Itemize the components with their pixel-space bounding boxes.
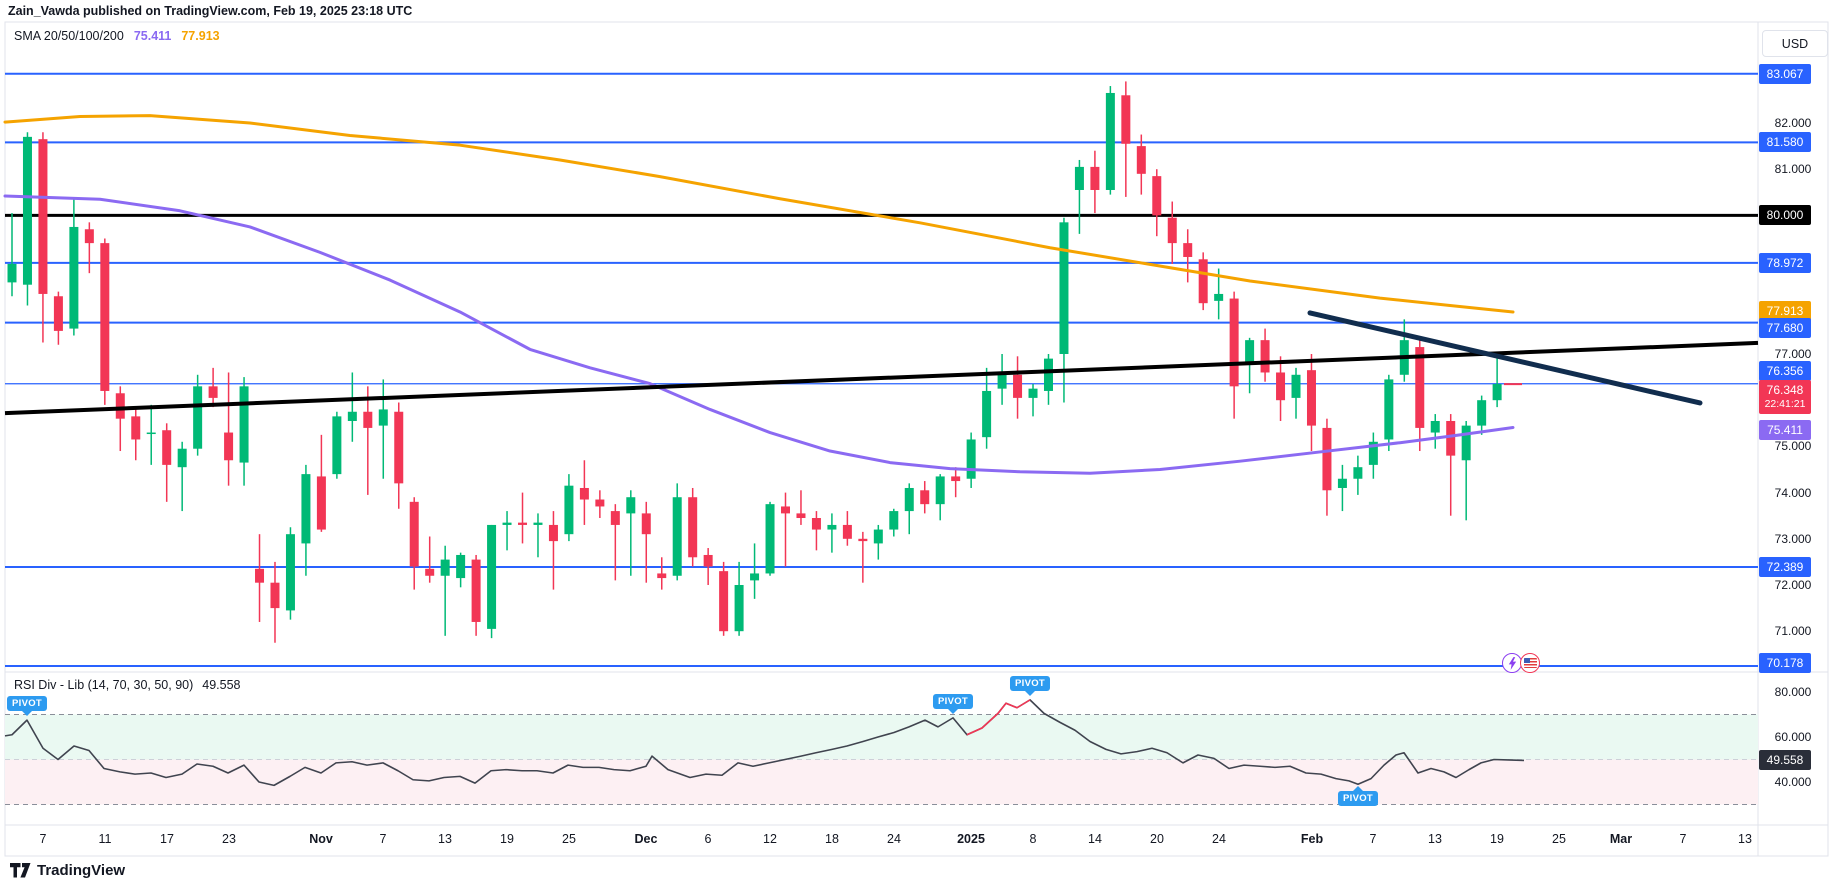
time-axis-label: 7 (1369, 832, 1377, 846)
price-badge-70.178: 70.178 (1759, 653, 1811, 673)
price-badge-75.411: 75.411 (1759, 420, 1811, 440)
lightning-bolt-icon (1508, 656, 1516, 670)
time-axis-label: 7 (1679, 832, 1687, 846)
time-axis-label: 6 (704, 832, 712, 846)
time-axis-label: 24 (887, 832, 901, 846)
time-axis-label: Mar (1609, 832, 1633, 846)
price-axis-label: 71.000 (1774, 624, 1812, 639)
time-axis-label: 20 (1150, 832, 1164, 846)
indicator-legend[interactable]: SMA 20/50/100/200 75.411 77.913 (14, 29, 220, 43)
rsi-title-label: RSI Div - Lib (14, 70, 30, 50, 90) (14, 678, 194, 692)
price-badge-76.356: 76.356 (1759, 361, 1811, 381)
rsi-pivot-badge: PIVOT (932, 693, 974, 714)
rsi-line (4, 699, 1525, 787)
sma-orange-value: 77.913 (181, 29, 220, 43)
time-axis-label: 17 (160, 832, 174, 846)
candles (7, 81, 1502, 643)
rsi-axis-label: 80.000 (1774, 685, 1812, 699)
time-axis-label: 12 (763, 832, 777, 846)
time-axis-label: 23 (222, 832, 236, 846)
time-axis-label: 14 (1088, 832, 1102, 846)
currency-toggle-button[interactable]: USD (1762, 30, 1828, 57)
tradingview-logo[interactable]: TradingView (10, 862, 125, 879)
sma-legend-label: SMA 20/50/100/200 (14, 29, 124, 43)
idea-us-flag-icon[interactable] (1520, 653, 1540, 673)
widget-border (4, 21, 1829, 857)
rsi-lower-zone (5, 759, 1758, 805)
tradingview-logo-icon (10, 863, 31, 878)
rsi-value: 49.558 (202, 678, 241, 692)
time-axis-label: 2025 (957, 832, 985, 846)
price-axis-label: 74.000 (1774, 485, 1812, 500)
time-axis-label: 13 (1738, 832, 1752, 846)
price-badge-76.348: 76.348 22:41:21 (1759, 380, 1811, 414)
time-axis-label: 24 (1212, 832, 1226, 846)
rsi-pivot-badge: PIVOT (1337, 786, 1379, 807)
time-axis-label: 13 (438, 832, 452, 846)
sma-purple-value: 75.411 (133, 29, 172, 43)
price-badge-77.913: 77.913 (1759, 301, 1811, 321)
time-axis-label: 8 (1029, 832, 1037, 846)
sma-200-line (3, 114, 1515, 314)
price-badge-83.067: 83.067 (1759, 63, 1811, 84)
rsi-axis-label: 60.000 (1774, 730, 1812, 744)
tradingview-logo-text: TradingView (37, 862, 126, 879)
price-badge-77.680: 77.680 (1759, 318, 1811, 338)
price-axis-label: 81.000 (1774, 162, 1812, 177)
rsi-indicator-legend[interactable]: RSI Div - Lib (14, 70, 30, 50, 90) 49.55… (14, 678, 241, 692)
price-axis-label: 77.000 (1774, 347, 1812, 361)
time-axis-label: 11 (98, 832, 112, 846)
descending-trendline (1307, 310, 1703, 406)
price-badge-72.389: 72.389 (1759, 557, 1811, 578)
time-axis-label: 18 (825, 832, 839, 846)
rsi-upper-zone (5, 714, 1758, 760)
rsi-axis-label: 40.000 (1774, 775, 1812, 789)
us-flag-icon (1523, 658, 1537, 668)
price-axis-label: 75.000 (1774, 439, 1812, 454)
time-axis-label: 7 (379, 832, 387, 846)
ascending-trendline (4, 340, 1759, 416)
sma-100-line (3, 194, 1515, 475)
price-axis-label: 73.000 (1774, 531, 1812, 546)
rsi-pivot-badge: PIVOT (6, 696, 48, 717)
rsi-pivot-badge: PIVOT (1009, 675, 1051, 696)
time-axis-label: Feb (1300, 832, 1324, 846)
time-axis-label: 25 (562, 832, 576, 846)
time-axis-label: 25 (1552, 832, 1566, 846)
price-badge-78.972: 78.972 (1759, 252, 1811, 273)
price-badge-80.000: 80.000 (1759, 205, 1811, 226)
price-badge-81.580: 81.580 (1759, 132, 1811, 153)
idea-lightning-icon[interactable] (1502, 653, 1522, 673)
time-axis-label: 19 (500, 832, 514, 846)
price-axis-label: 72.000 (1774, 578, 1812, 592)
attribution-text: Zain_Vawda published on TradingView.com,… (8, 4, 413, 18)
rsi-value-badge: 49.558 (1759, 750, 1811, 771)
time-axis-label: 7 (39, 832, 47, 846)
time-axis-label: Dec (634, 832, 658, 846)
price-axis-label: 82.000 (1774, 116, 1812, 130)
rsi-divergence-segment (966, 699, 1031, 736)
time-axis-label: Nov (309, 832, 333, 846)
time-axis-label: 19 (1490, 832, 1504, 846)
time-axis-label: 13 (1428, 832, 1442, 846)
